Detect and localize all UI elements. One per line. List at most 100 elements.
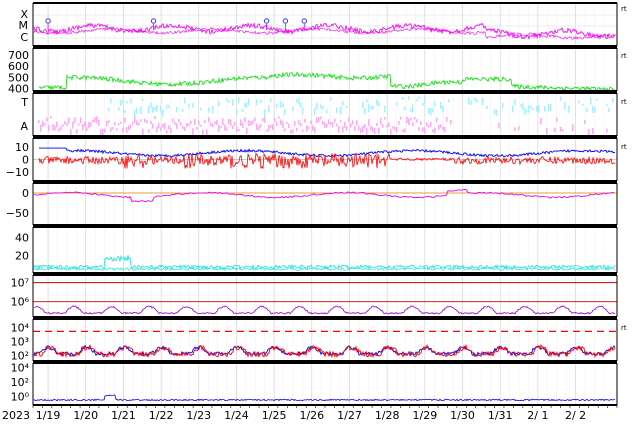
ta-a-mark bbox=[248, 120, 250, 127]
ta-t-mark bbox=[302, 107, 304, 115]
xray-long-line bbox=[33, 21, 616, 40]
proton-tick: 10² bbox=[11, 349, 29, 362]
bz-tick: 0 bbox=[22, 154, 29, 167]
flare-marker bbox=[263, 18, 270, 24]
ta-a-mark bbox=[326, 123, 328, 128]
ta-a-mark bbox=[150, 120, 152, 125]
ta-a-mark bbox=[388, 122, 390, 128]
high-energy-tick: 10² bbox=[11, 376, 29, 389]
ta-a-mark bbox=[402, 129, 404, 132]
ta-t-mark bbox=[536, 105, 538, 112]
ta-a-mark bbox=[90, 122, 92, 127]
ta-a-mark bbox=[54, 125, 56, 131]
ta-a-mark bbox=[328, 119, 330, 125]
ta-a-mark bbox=[136, 120, 138, 126]
ta-a-mark bbox=[72, 121, 74, 129]
ta-t-mark bbox=[320, 104, 322, 109]
ta-a-mark bbox=[272, 124, 274, 131]
electron-line bbox=[33, 305, 616, 315]
ta-a-mark bbox=[280, 119, 282, 126]
ta-a-mark bbox=[342, 126, 344, 133]
ta-t-mark bbox=[482, 97, 484, 105]
ta-a-mark bbox=[118, 123, 120, 126]
ta-a-mark bbox=[64, 120, 66, 125]
ta-t-mark bbox=[264, 109, 266, 118]
ta-t-mark bbox=[130, 98, 132, 104]
ta-t-mark bbox=[496, 109, 498, 116]
ta-t-mark bbox=[432, 108, 434, 113]
ta-t-mark bbox=[486, 105, 488, 110]
ta-t-mark bbox=[122, 99, 124, 104]
ta-a-mark bbox=[348, 117, 350, 123]
ta-t-mark bbox=[236, 109, 238, 114]
ta-a-mark bbox=[378, 127, 380, 134]
ta-t-mark bbox=[494, 109, 496, 116]
ta-t-mark bbox=[370, 106, 372, 109]
ta-a-mark bbox=[440, 124, 442, 128]
ta-a-mark bbox=[428, 124, 430, 128]
ta-t-mark bbox=[468, 97, 470, 105]
ta-a-mark bbox=[426, 122, 428, 127]
ta-a-mark bbox=[170, 127, 172, 134]
ta-t-mark bbox=[140, 106, 142, 114]
ta-t-mark bbox=[142, 98, 144, 101]
ta-a-mark bbox=[240, 119, 242, 126]
ta-a-mark bbox=[164, 122, 166, 130]
ta-a-mark bbox=[202, 129, 204, 136]
ta-a-mark bbox=[234, 121, 236, 126]
ta-a-mark bbox=[304, 118, 306, 123]
ta-t-mark bbox=[292, 106, 294, 111]
ta-t-mark bbox=[362, 101, 364, 109]
ta-t-mark bbox=[418, 96, 420, 100]
ta-a-mark bbox=[160, 127, 162, 131]
x-tick-label: 1/22 bbox=[149, 409, 174, 422]
proton-tick: 10³ bbox=[11, 335, 29, 348]
flare-marker bbox=[301, 18, 307, 24]
ta-a-mark bbox=[294, 121, 296, 126]
x-axis: 2023 1/19 1/20 1/21 1/22 1/23 1/24 1/25 1/26 1/2… bbox=[2, 405, 618, 422]
ta-t-mark bbox=[300, 102, 302, 108]
ta-a-mark bbox=[286, 121, 288, 125]
ta-t-mark bbox=[530, 105, 532, 109]
density-tick: 40 bbox=[15, 232, 29, 245]
ta-a-mark bbox=[372, 127, 374, 133]
ta-a-mark bbox=[108, 120, 110, 124]
ta-a-mark bbox=[220, 126, 222, 129]
ta-t-mark bbox=[544, 106, 546, 112]
ta-t-mark bbox=[368, 104, 370, 112]
ta-t-mark bbox=[502, 102, 504, 109]
ta-t-mark bbox=[548, 103, 550, 112]
ta-a-mark bbox=[416, 119, 418, 123]
ta-a-mark bbox=[44, 122, 46, 126]
ta-a-mark bbox=[154, 116, 156, 120]
ta-a-mark bbox=[514, 127, 516, 131]
ta-a-mark bbox=[186, 122, 188, 127]
ta-a-mark bbox=[174, 121, 176, 125]
ta-t-mark bbox=[150, 102, 152, 108]
bz-line bbox=[38, 152, 616, 170]
x-tick-label: 1/24 bbox=[224, 409, 249, 422]
ta-t-mark bbox=[238, 97, 240, 104]
flare-marker bbox=[45, 18, 51, 24]
ta-a-mark bbox=[126, 127, 128, 134]
ta-t-mark bbox=[424, 96, 426, 104]
ta-a-mark bbox=[386, 125, 388, 128]
ta-t-mark bbox=[594, 107, 596, 113]
ta-a-mark bbox=[38, 120, 40, 124]
ta-a-mark bbox=[292, 129, 294, 134]
ta-a-mark bbox=[158, 122, 160, 129]
ta-a-mark bbox=[518, 126, 520, 131]
ta-a-mark bbox=[232, 125, 234, 130]
ta-a-mark bbox=[546, 127, 548, 135]
ta-a-mark bbox=[444, 127, 446, 133]
ta-t-mark bbox=[232, 99, 234, 106]
ta-t-mark bbox=[200, 107, 202, 111]
ta-a-mark bbox=[268, 124, 270, 132]
ta-a-mark bbox=[178, 119, 180, 123]
x-tick-label: 1/30 bbox=[450, 409, 475, 422]
ta-a-mark bbox=[142, 128, 144, 136]
ta-a-mark bbox=[162, 123, 164, 129]
ta-t-mark bbox=[408, 96, 410, 100]
ta-a-mark bbox=[68, 117, 70, 124]
